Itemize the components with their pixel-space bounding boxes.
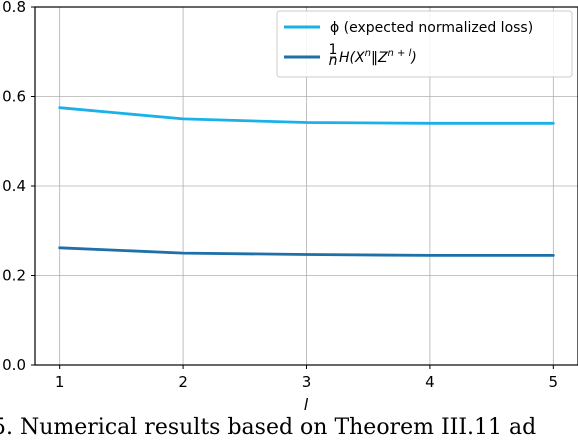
- legend: ϕ (expected normalized loss) 1 n H(Xn‖Zn…: [276, 10, 573, 78]
- series-line-2: [58, 246, 555, 257]
- legend-h-term: H(X: [339, 50, 365, 66]
- legend-label-series-1: ϕ (expected normalized loss): [330, 20, 533, 36]
- x-tick-label: 5: [549, 373, 559, 391]
- legend-sup-n-plus-l: n + l: [388, 48, 412, 59]
- series-lines: [58, 106, 555, 257]
- series-line-1: [58, 106, 555, 125]
- svg-text:H(Xn‖Zn + l): H(Xn‖Zn + l): [339, 48, 417, 66]
- x-tick-label: 3: [302, 373, 312, 391]
- x-tick-label: 4: [425, 373, 435, 391]
- legend-norm-term: ‖Z: [371, 50, 388, 66]
- x-axis-label: l: [304, 395, 309, 414]
- figure-caption: 5. Numerical results based on Theorem II…: [0, 415, 537, 440]
- legend-close-paren: ): [410, 50, 416, 66]
- y-axis-ticks: 0.0 0.2 0.4 0.6 0.8: [2, 0, 35, 374]
- y-tick-label: 0.4: [2, 177, 26, 195]
- legend-fraction-denominator: n: [329, 53, 338, 69]
- x-tick-label: 2: [178, 373, 188, 391]
- y-tick-label: 0.8: [2, 0, 26, 16]
- legend-sup-n: n: [365, 48, 371, 59]
- x-axis-ticks: 1 2 3 4 5: [55, 365, 558, 391]
- legend-fraction-numerator: 1: [329, 42, 338, 58]
- y-tick-label: 0.2: [2, 267, 26, 285]
- legend-label-series-2: 1 n H(Xn‖Zn + l): [329, 42, 417, 69]
- legend-box: [276, 10, 573, 78]
- x-tick-label: 1: [55, 373, 65, 391]
- y-tick-label: 0.0: [2, 356, 26, 374]
- y-tick-label: 0.6: [2, 88, 26, 106]
